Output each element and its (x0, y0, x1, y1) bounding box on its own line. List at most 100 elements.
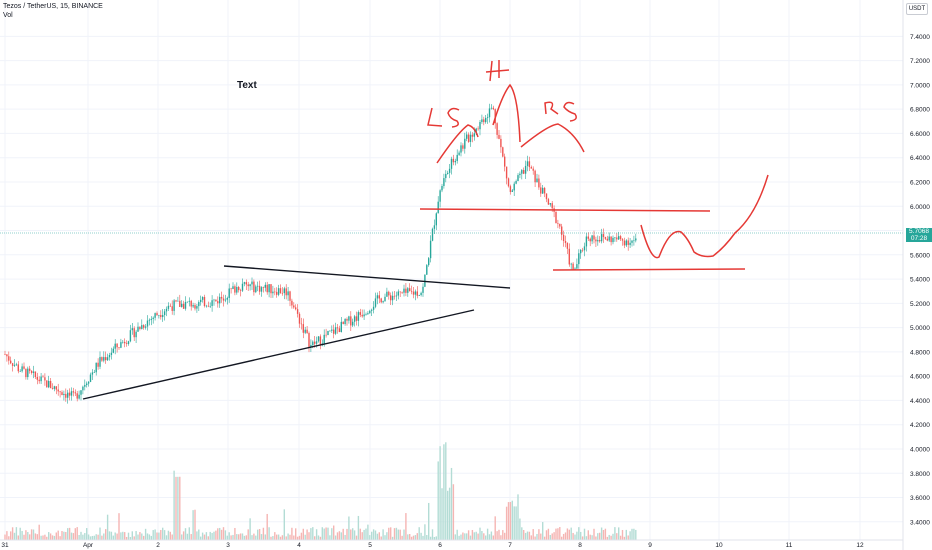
candle-body (384, 296, 386, 302)
left-shoulder-arc[interactable] (436, 124, 479, 164)
time-tick-label: 12 (856, 542, 864, 549)
time-tick-label: 11 (786, 542, 793, 549)
candle-body (293, 305, 295, 308)
candle-body (386, 291, 388, 297)
volume-bar (568, 529, 570, 540)
candle-body (447, 172, 449, 174)
candle-body (61, 392, 63, 396)
volume-bar (67, 528, 69, 540)
candle-body (557, 223, 559, 224)
candle-body (118, 347, 120, 348)
volume-bar (30, 529, 33, 540)
candle-body (549, 203, 551, 205)
volume-bar (549, 534, 551, 540)
volume-bar (169, 531, 171, 540)
candle-body (477, 128, 479, 130)
volume-bar (312, 527, 314, 540)
volume-bar (572, 532, 574, 540)
volume-bar (150, 535, 152, 540)
volume-bar (429, 536, 432, 540)
candle-body (105, 357, 107, 361)
candle-body (106, 357, 109, 361)
volume-bar (473, 532, 475, 540)
volume-bar (224, 530, 227, 540)
neckline-top[interactable] (419, 208, 711, 212)
candle-body (481, 119, 483, 123)
volume-bar (306, 529, 308, 540)
candle-body (72, 391, 75, 393)
volume-bar (42, 535, 44, 540)
descending-trendline[interactable] (223, 265, 511, 289)
projection-path[interactable] (640, 174, 769, 259)
volume-bar (232, 534, 234, 540)
candle-body (445, 173, 447, 179)
volume-bar (196, 531, 198, 540)
time-axis[interactable]: 31 Apr 2 3 4 5 6 7 8 9 10 11 12 (0, 539, 903, 549)
candle-body (359, 312, 361, 315)
candle-body (68, 392, 71, 396)
volume-bar (238, 534, 240, 540)
candle-body (253, 281, 255, 293)
candle-body (405, 288, 407, 293)
candle-body (604, 237, 607, 239)
candle-body (44, 377, 46, 381)
candle-body (374, 298, 377, 307)
candle-body (200, 299, 202, 303)
candle-body (323, 334, 325, 344)
volume-bar (420, 532, 422, 540)
ascending-trendline[interactable] (82, 309, 475, 400)
volume-bar (513, 506, 515, 540)
price-tick-label: 6.2000 (910, 179, 930, 186)
candle-body (619, 236, 622, 240)
volume-bar (188, 527, 190, 540)
candle-body (171, 306, 173, 311)
candle-body (393, 295, 396, 297)
support-line[interactable] (552, 268, 746, 271)
candle-body (329, 330, 331, 332)
volume-bar (308, 532, 310, 540)
volume-bar (338, 531, 341, 540)
candle-body (247, 284, 249, 287)
volume-bar (619, 535, 622, 540)
candle-body (515, 181, 517, 184)
volume-bar (272, 536, 274, 540)
volume-bar (589, 534, 591, 540)
right-shoulder-arc[interactable] (520, 123, 585, 153)
volume-bar (127, 532, 130, 540)
volume-bar (561, 536, 563, 540)
candle-body (162, 315, 164, 318)
candle-body (336, 327, 339, 329)
candle-body (355, 316, 358, 321)
volume-bar (519, 518, 521, 540)
candle-body (264, 284, 266, 288)
candle-body (532, 168, 534, 171)
volume-bar (15, 527, 18, 540)
candle-body (207, 305, 209, 307)
volume-bar (365, 528, 367, 540)
head-arc[interactable] (492, 83, 521, 143)
price-tick-label: 6.4000 (910, 155, 930, 162)
candle-body (285, 288, 287, 296)
volume-bar (129, 536, 132, 540)
volume-bar (401, 535, 403, 540)
volume-legend: Vol (3, 12, 13, 19)
volume-bar (190, 534, 192, 540)
candle-body (490, 107, 493, 109)
candle-body (488, 108, 491, 118)
currency-button[interactable]: USDT (906, 3, 928, 15)
candle-body (426, 265, 428, 275)
candle-body (108, 354, 111, 358)
volume-bar (217, 528, 219, 540)
candle-body (372, 306, 375, 310)
volume-bar (162, 527, 164, 540)
price-tick-label: 6.0000 (910, 204, 930, 211)
candle-body (181, 303, 183, 307)
volume-bar (517, 494, 519, 540)
candle-body (135, 331, 137, 338)
volume-bar (481, 531, 483, 540)
volume-bar (201, 532, 204, 540)
volume-bar (255, 535, 257, 540)
volume-bar (300, 532, 303, 540)
